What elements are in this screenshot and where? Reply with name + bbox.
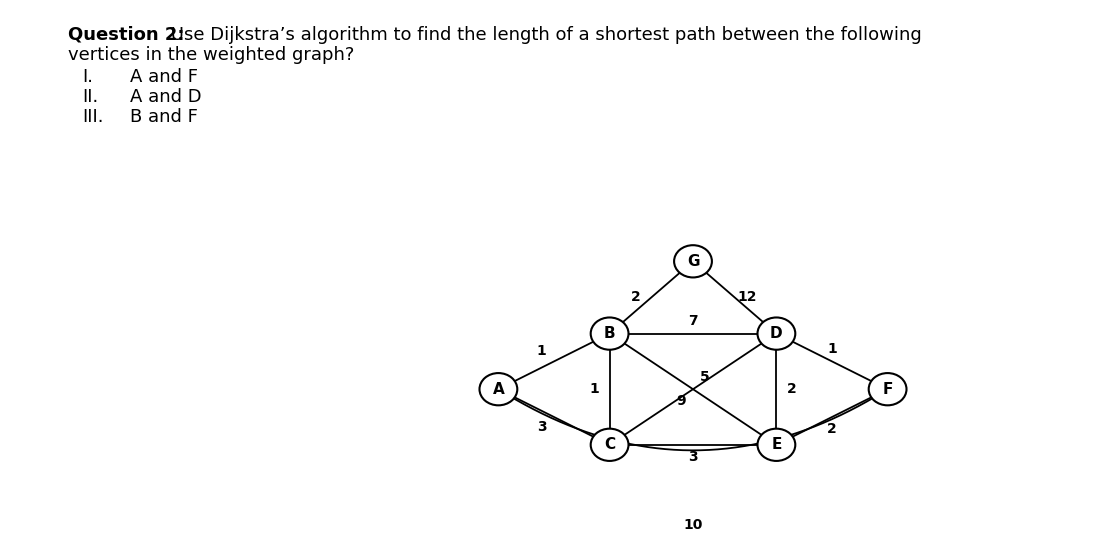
- Ellipse shape: [869, 373, 906, 405]
- Text: D: D: [770, 326, 783, 341]
- Text: 2: 2: [631, 290, 640, 305]
- Text: 1: 1: [827, 342, 837, 356]
- Text: 7: 7: [689, 314, 697, 329]
- Ellipse shape: [591, 317, 628, 350]
- Text: 9: 9: [676, 394, 685, 409]
- Text: I.: I.: [82, 68, 94, 86]
- Text: 1: 1: [537, 344, 547, 359]
- Ellipse shape: [758, 317, 795, 350]
- Text: vertices in the weighted graph?: vertices in the weighted graph?: [68, 46, 354, 64]
- Text: 2: 2: [827, 422, 837, 436]
- Text: 3: 3: [537, 420, 547, 434]
- Text: B: B: [604, 326, 615, 341]
- Ellipse shape: [591, 429, 628, 461]
- Text: 10: 10: [683, 518, 703, 533]
- Text: F: F: [882, 382, 893, 396]
- Ellipse shape: [480, 373, 517, 405]
- Text: Use Dijkstra’s algorithm to find the length of a shortest path between the follo: Use Dijkstra’s algorithm to find the len…: [165, 26, 922, 44]
- Text: C: C: [604, 438, 615, 452]
- Text: A and D: A and D: [130, 88, 201, 106]
- Text: 5: 5: [701, 370, 711, 384]
- Text: B and F: B and F: [130, 108, 198, 126]
- Text: III.: III.: [82, 108, 103, 126]
- Ellipse shape: [674, 245, 712, 277]
- Text: II.: II.: [82, 88, 98, 106]
- Text: 1: 1: [590, 382, 598, 396]
- Text: 12: 12: [737, 290, 757, 305]
- Text: A: A: [493, 382, 504, 396]
- Text: G: G: [686, 254, 700, 269]
- Text: 2: 2: [788, 382, 796, 396]
- Text: 3: 3: [689, 450, 697, 464]
- Ellipse shape: [758, 429, 795, 461]
- Text: A and F: A and F: [130, 68, 198, 86]
- Text: Question 2:: Question 2:: [68, 26, 185, 44]
- Text: E: E: [771, 438, 782, 452]
